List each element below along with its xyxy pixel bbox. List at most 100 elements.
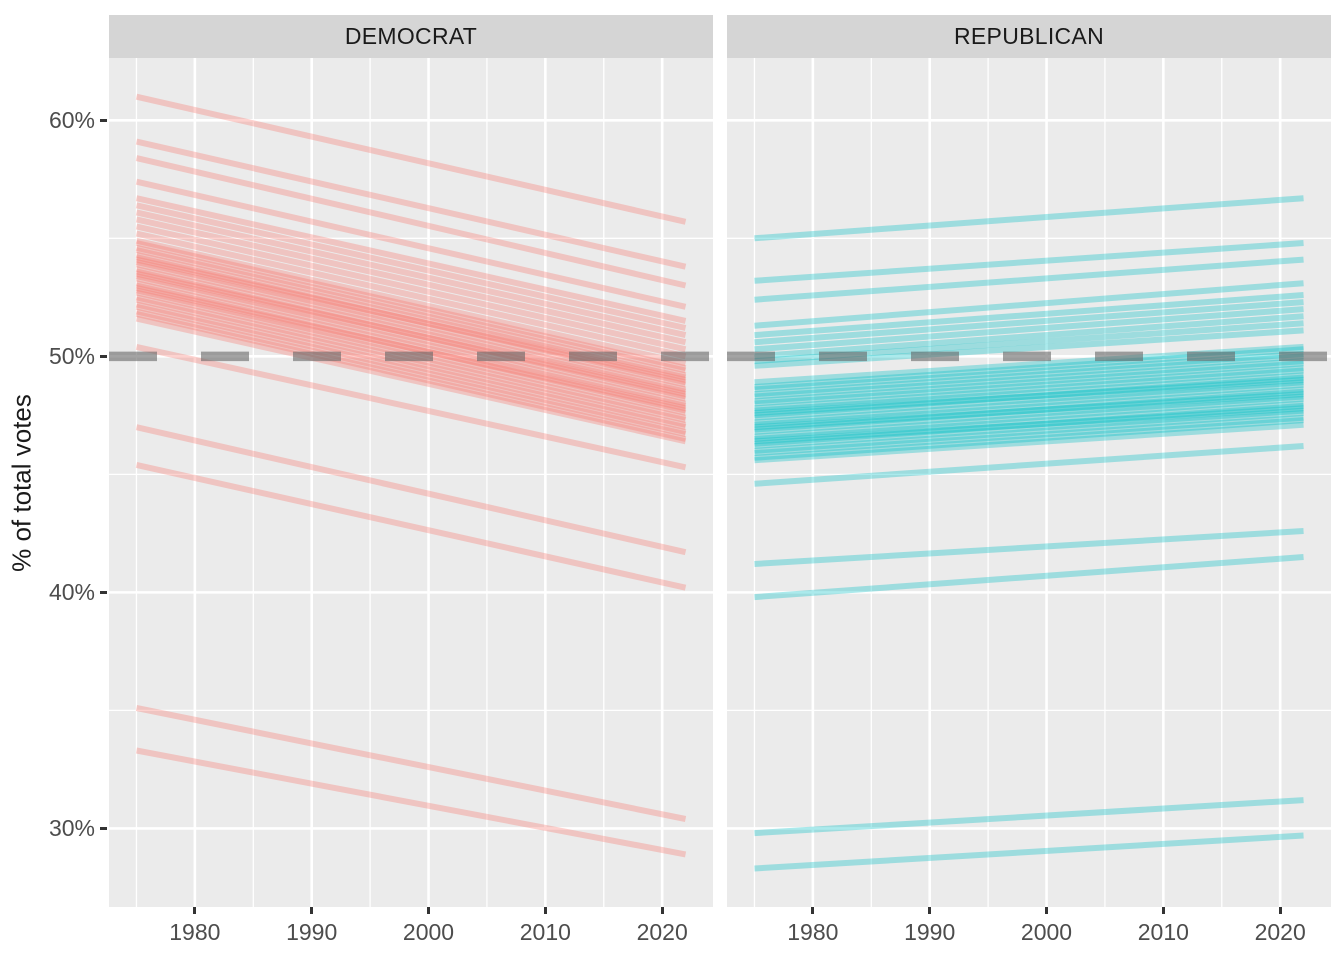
x-tick-mark xyxy=(193,907,197,914)
trend-line xyxy=(135,209,687,339)
trend-line xyxy=(135,178,687,310)
x-tick-mark xyxy=(1278,907,1282,914)
trend-line xyxy=(754,797,1304,837)
minor-gridlines xyxy=(727,58,1331,907)
trend-line xyxy=(135,273,687,402)
trend-line xyxy=(754,256,1304,303)
trend-line xyxy=(754,381,1304,426)
trend-line xyxy=(135,230,687,360)
y-tick-label: 30% xyxy=(48,815,95,842)
trend-line xyxy=(135,424,687,556)
trend-line xyxy=(754,353,1304,398)
trend-line xyxy=(754,391,1304,431)
trend-line xyxy=(135,254,687,386)
trend-line xyxy=(135,315,687,445)
x-tick-label: 2020 xyxy=(1254,919,1306,945)
trend-line xyxy=(754,443,1304,487)
x-tick-label: 2010 xyxy=(1137,919,1189,945)
x-tick-label: 1980 xyxy=(787,919,839,945)
x-tick-label: 2000 xyxy=(402,919,455,945)
facet-strip-label-democrat: DEMOCRAT xyxy=(344,23,478,49)
trend-line xyxy=(135,195,687,324)
trend-line xyxy=(135,155,687,289)
trend-line xyxy=(135,223,687,353)
trend-line xyxy=(135,202,687,331)
trend-line xyxy=(754,379,1304,421)
trend-line xyxy=(135,296,687,428)
trend-line xyxy=(135,275,687,407)
trend-line xyxy=(754,405,1304,445)
trend-line xyxy=(754,400,1304,442)
trend-line xyxy=(754,402,1304,447)
trend-line xyxy=(135,301,687,431)
x-tick-mark xyxy=(1045,907,1049,914)
trend-line xyxy=(754,358,1304,400)
trend-line xyxy=(135,244,687,374)
trend-line xyxy=(135,237,687,367)
x-tick-mark xyxy=(543,907,547,914)
facet-strip-democrat: DEMOCRAT xyxy=(109,15,713,58)
x-tick-mark xyxy=(660,907,664,914)
trend-line xyxy=(754,313,1304,360)
trend-line xyxy=(135,310,687,442)
x-tick-label: 1990 xyxy=(904,919,956,945)
trend-line xyxy=(754,376,1304,416)
trend-line xyxy=(754,410,1304,454)
trend-line xyxy=(135,308,687,438)
trend-line xyxy=(754,292,1304,339)
x-tick-mark xyxy=(811,907,815,914)
y-tick-label: 60% xyxy=(48,107,95,134)
y-tick-mark xyxy=(100,590,107,594)
trend-lines xyxy=(754,195,1304,872)
x-tick-mark xyxy=(310,907,314,914)
trend-line xyxy=(135,284,687,412)
panel-background xyxy=(109,58,713,907)
x-tick-label: 1990 xyxy=(286,919,338,945)
trend-line xyxy=(754,832,1304,872)
trend-line xyxy=(135,343,687,471)
trend-line xyxy=(135,240,687,372)
x-tick-label: 2020 xyxy=(636,919,688,945)
trend-line xyxy=(754,374,1304,419)
y-tick-mark xyxy=(100,118,107,122)
trend-line xyxy=(754,554,1304,601)
panel-republican xyxy=(727,58,1331,907)
minor-gridlines xyxy=(109,58,713,907)
trend-line xyxy=(754,195,1304,242)
x-tick-mark xyxy=(1161,907,1165,914)
trend-line xyxy=(135,282,687,414)
x-tick-label: 1980 xyxy=(169,919,221,945)
trend-line xyxy=(754,365,1304,407)
trend-line xyxy=(135,261,687,393)
x-tick-mark xyxy=(928,907,932,914)
facet-strip-republican: REPUBLICAN xyxy=(727,15,1331,58)
y-axis-title: % of total votes xyxy=(6,394,37,572)
trend-line xyxy=(135,93,687,225)
trend-line xyxy=(754,414,1304,457)
trend-line xyxy=(754,528,1304,567)
trend-line xyxy=(135,268,687,400)
trend-line xyxy=(135,266,687,395)
trend-line xyxy=(135,280,687,409)
panel-background xyxy=(727,58,1331,907)
trend-line xyxy=(754,388,1304,433)
trend-line xyxy=(754,417,1304,461)
trend-line xyxy=(135,705,687,822)
x-tick-label: 2000 xyxy=(1020,919,1073,945)
x-tick-mark xyxy=(427,907,431,914)
trend-line xyxy=(754,395,1304,440)
trend-lines xyxy=(135,93,687,858)
y-tick-mark xyxy=(100,354,107,358)
trend-line xyxy=(135,138,687,270)
trend-line xyxy=(135,303,687,435)
panel-democrat xyxy=(109,58,713,907)
trend-line xyxy=(754,393,1304,435)
facet-strip-label-republican: REPUBLICAN xyxy=(954,23,1104,49)
trend-line xyxy=(754,299,1304,346)
trend-line xyxy=(135,461,687,591)
y-tick-label: 50% xyxy=(48,343,95,370)
trend-line xyxy=(754,367,1304,412)
trend-line xyxy=(754,372,1304,414)
trend-line xyxy=(135,258,687,388)
